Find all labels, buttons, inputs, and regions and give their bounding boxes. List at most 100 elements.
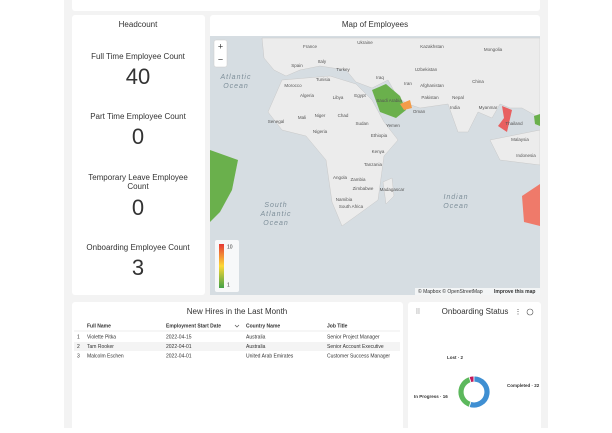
row-index: 2: [77, 344, 80, 350]
zoom-out[interactable]: −: [218, 54, 223, 64]
cell: 2022-04-01: [166, 344, 192, 350]
row-stripe: [74, 342, 400, 351]
country-label: Zambia: [350, 177, 366, 182]
cell: Senior Account Executive: [327, 344, 384, 350]
column-header: Full Name: [87, 323, 111, 329]
cell: Australia: [246, 344, 266, 350]
legend-min: 1: [227, 282, 230, 288]
country-label: Turkey: [336, 67, 350, 72]
ocean-label-line: Atlantic: [260, 211, 292, 218]
segment-label: In Progress · 16: [414, 394, 448, 399]
cell: Senior Project Manager: [327, 334, 380, 340]
attribution-bg: [415, 288, 540, 295]
kpi-value: 3: [132, 255, 144, 280]
legend-max: 10: [227, 244, 233, 250]
column-header: Employment Start Date: [166, 323, 221, 329]
kpi-label-line: Count: [127, 182, 149, 191]
country-label: Namibia: [336, 197, 353, 202]
country-label: Myanmar: [479, 105, 498, 110]
map: France Ukraine Kazakhstan Mongolia Italy Spai…: [210, 36, 540, 295]
card: [408, 302, 541, 432]
drag-handle[interactable]: ⠿: [415, 308, 420, 316]
new-hires-card: New Hires in the Last Month Full Name Emp…: [72, 302, 403, 432]
country-label: Yemen: [386, 123, 400, 128]
ocean-label-line: Ocean: [223, 83, 249, 90]
country-label: Madagascar: [380, 187, 405, 192]
land: [267, 75, 399, 227]
card-title: Onboarding Status: [442, 307, 509, 316]
land: [382, 177, 395, 205]
zoom-in[interactable]: +: [218, 41, 223, 51]
segment-label: Completed · 22: [507, 383, 540, 388]
ocean-label-line: South: [264, 202, 287, 209]
country-label: Nigeria: [313, 129, 328, 134]
kpi-label: Part Time Employee Count: [90, 112, 186, 121]
top-card: [72, 0, 540, 11]
improve-link[interactable]: Improve this map: [494, 289, 535, 295]
country-label: Ukraine: [357, 40, 373, 45]
country-label: Morocco: [284, 83, 302, 88]
country-label: Nepal: [452, 95, 464, 100]
country-label: India: [450, 105, 460, 110]
zoom-control: [213, 39, 228, 68]
card-title: Map of Employees: [342, 20, 408, 29]
region-australia: [522, 184, 540, 226]
card: [72, 15, 205, 295]
country-label: Ethiopia: [371, 133, 388, 138]
ocean-label: Atlantic Ocean: [220, 74, 252, 90]
cell: Malcolm Eschen: [87, 353, 124, 359]
country-label: Thailand: [505, 121, 523, 126]
ocean-label-line: Atlantic: [220, 74, 252, 81]
kpi-label: Temporary Leave Employee Count: [88, 173, 188, 191]
country-label: South Africa: [339, 204, 364, 209]
cell: Violette Pitka: [87, 334, 116, 340]
sort-icon[interactable]: [234, 324, 240, 328]
kpi-label-line: Temporary Leave Employee: [88, 173, 188, 182]
country-label: Spain: [291, 63, 303, 68]
ocean-label-line: Indian: [443, 194, 468, 201]
kpi-value: 40: [126, 64, 150, 89]
cell: Australia: [246, 334, 266, 340]
country-label: Senegal: [268, 119, 285, 124]
country-label: Oman: [413, 109, 426, 114]
country-label: Saudi Arabia: [376, 98, 402, 103]
country-label: Tunisia: [316, 77, 331, 82]
country-label: Kenya: [372, 149, 385, 154]
country-label: Mongolia: [484, 47, 503, 52]
ocean-label: Indian Ocean: [443, 194, 469, 210]
map-card: Map of Employees France Ukraine Kazakhstan…: [210, 15, 540, 295]
region-vietnam: [498, 106, 512, 132]
country-label: Angola: [333, 175, 348, 180]
card: [72, 302, 403, 432]
ocean-label-line: Ocean: [443, 203, 469, 210]
column-header: Country Name: [246, 323, 280, 329]
region-uae: [400, 100, 412, 110]
region-brazil: [210, 150, 238, 222]
country-label: Afghanistan: [420, 83, 444, 88]
country-label: Chad: [338, 113, 349, 118]
country-label: Egypt: [354, 93, 366, 98]
legend-gradient: [219, 244, 224, 288]
cell: Customer Success Manager: [327, 353, 390, 359]
ocean-label-line: Ocean: [263, 220, 289, 227]
country-label: Sudan: [355, 121, 369, 126]
cell: 2022-04-01: [166, 353, 192, 359]
country-label: Algeria: [300, 93, 315, 98]
globe-icon[interactable]: [526, 308, 534, 316]
land: [489, 129, 540, 166]
country-label: Zimbabwe: [353, 186, 374, 191]
country-label: France: [303, 44, 318, 49]
region-green: [534, 114, 540, 126]
segment-label: Lost · 2: [447, 355, 463, 360]
country-label: Tanzania: [364, 162, 383, 167]
menu-icon[interactable]: ⋮: [515, 309, 522, 316]
country-label: Indonesia: [516, 153, 536, 158]
cell: United Arab Emirates: [246, 353, 294, 359]
card-title: Headcount: [119, 20, 158, 29]
card-title: New Hires in the Last Month: [187, 307, 288, 316]
country-label: China: [472, 79, 484, 84]
country-label: Mali: [298, 115, 306, 120]
kpi-value: 0: [132, 195, 144, 220]
